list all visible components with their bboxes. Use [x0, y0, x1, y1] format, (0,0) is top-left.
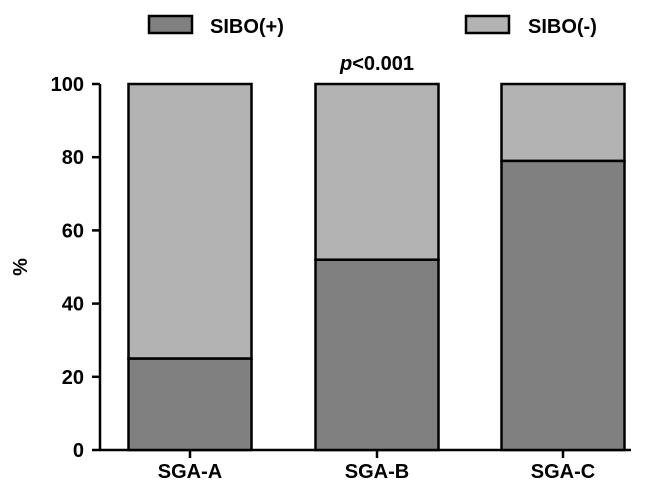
y-tick-label: 80 [62, 147, 84, 169]
bar-sga-a-sibo-positive [127, 357, 253, 452]
y-tick-label: 60 [62, 220, 84, 242]
x-axis-ticks: SGA-A SGA-B SGA-C [158, 450, 595, 483]
x-tick-label: SGA-B [345, 461, 409, 483]
y-axis-ticks: 0 20 40 60 80 100 [51, 74, 100, 462]
annotation-group: p<0.001 [339, 53, 414, 75]
p-value-annotation: p<0.001 [339, 53, 414, 75]
y-tick-label: 40 [62, 294, 84, 316]
legend-label-sibo-negative: SIBO(-) [528, 16, 597, 38]
y-tick-label: 0 [73, 440, 84, 462]
legend-label-sibo-positive: SIBO(+) [210, 16, 284, 38]
bar-sga-c-sibo-positive [500, 159, 626, 452]
bars [127, 82, 626, 452]
legend-swatch-sibo-positive [147, 14, 194, 35]
bar-sga-c-sibo-negative [500, 82, 626, 163]
legend-swatch-sibo-negative [464, 14, 511, 35]
bar-sga-a-sibo-negative [127, 82, 253, 360]
x-tick-label: SGA-C [531, 461, 595, 483]
bar-sga-b-sibo-negative [314, 82, 440, 261]
y-axis-label: % [10, 258, 32, 276]
bar-sga-b-sibo-positive [314, 258, 440, 452]
x-tick-label: SGA-A [158, 461, 222, 483]
legend: SIBO(+) SIBO(-) [147, 14, 597, 38]
y-tick-label: 20 [62, 367, 84, 389]
y-tick-label: 100 [51, 74, 84, 96]
